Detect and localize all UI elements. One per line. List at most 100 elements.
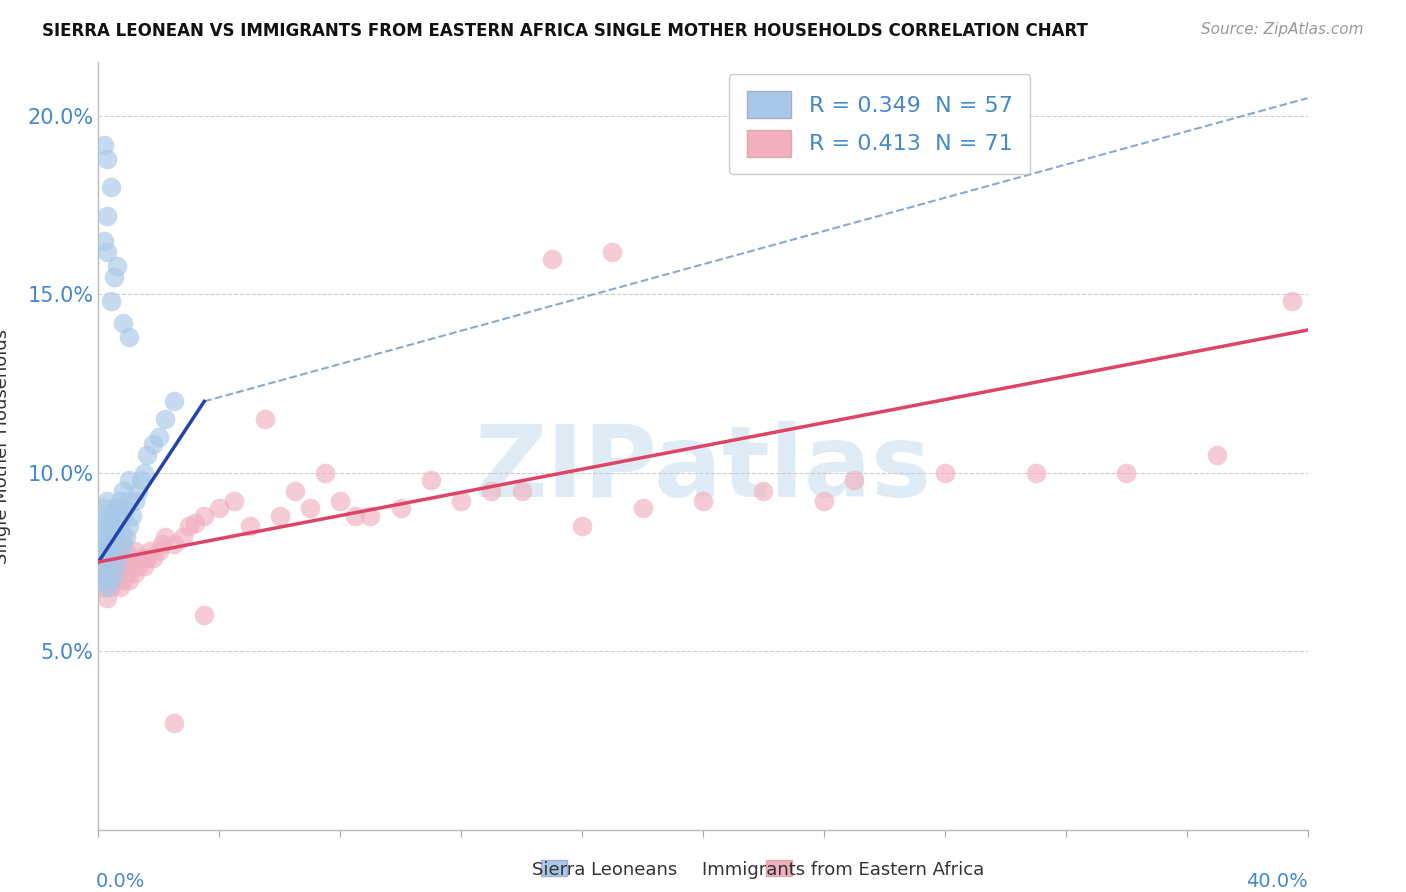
Point <box>108 555 131 569</box>
Point <box>153 530 176 544</box>
Point <box>93 573 115 587</box>
Point <box>142 551 165 566</box>
Point <box>114 544 136 558</box>
Point <box>103 519 125 533</box>
Point <box>148 544 170 558</box>
Point <box>108 519 131 533</box>
Point <box>184 516 207 530</box>
Point <box>93 530 115 544</box>
Point <box>314 466 336 480</box>
Point <box>103 530 125 544</box>
Point <box>631 501 654 516</box>
Point <box>118 494 141 508</box>
Point <box>118 519 141 533</box>
Point <box>90 537 112 551</box>
Point <box>540 252 562 266</box>
Point <box>118 330 141 344</box>
Point <box>208 501 231 516</box>
Text: 0.0%: 0.0% <box>96 872 145 891</box>
Point <box>481 483 503 498</box>
Point <box>103 537 125 551</box>
Point <box>129 473 152 487</box>
Point <box>108 580 131 594</box>
Point <box>269 508 291 523</box>
Point <box>96 209 118 223</box>
Point <box>253 412 276 426</box>
Point <box>118 573 141 587</box>
Point <box>132 466 155 480</box>
Point <box>284 483 307 498</box>
Point <box>96 244 118 259</box>
Point <box>329 494 352 508</box>
Point <box>100 558 122 573</box>
Point <box>224 494 246 508</box>
Point <box>100 508 122 523</box>
Point <box>124 544 146 558</box>
Point <box>148 430 170 444</box>
Point <box>105 544 128 558</box>
Point <box>193 608 215 623</box>
Legend: R = 0.349  N = 57, R = 0.413  N = 71: R = 0.349 N = 57, R = 0.413 N = 71 <box>728 73 1031 175</box>
Point <box>93 137 115 152</box>
Point <box>121 508 143 523</box>
Point <box>105 501 128 516</box>
Y-axis label: Single Mother Households: Single Mother Households <box>0 328 11 564</box>
Point <box>96 537 118 551</box>
Point <box>93 544 115 558</box>
Point <box>111 573 134 587</box>
Point <box>150 537 173 551</box>
Point <box>100 537 122 551</box>
Point <box>239 519 262 533</box>
Point <box>103 269 125 284</box>
Point <box>193 508 215 523</box>
Point <box>103 551 125 566</box>
Point <box>90 519 112 533</box>
Point <box>1115 466 1137 480</box>
Point <box>692 494 714 508</box>
Point <box>813 494 835 508</box>
Text: ZIPatlas: ZIPatlas <box>475 420 931 517</box>
Point <box>163 537 186 551</box>
Point <box>111 316 134 330</box>
Point <box>103 566 125 580</box>
Point <box>360 508 382 523</box>
Point <box>129 551 152 566</box>
Point <box>344 508 367 523</box>
Point <box>96 544 118 558</box>
Text: Immigrants from Eastern Africa: Immigrants from Eastern Africa <box>703 861 984 879</box>
Point <box>844 473 866 487</box>
Point <box>96 566 118 580</box>
Point <box>163 715 186 730</box>
Point <box>100 180 122 194</box>
Point <box>1206 448 1229 462</box>
Point <box>420 473 443 487</box>
Point <box>1024 466 1046 480</box>
Point <box>93 555 115 569</box>
Point <box>118 473 141 487</box>
Point <box>108 494 131 508</box>
Point <box>93 508 115 523</box>
Point <box>105 555 128 569</box>
Point <box>135 448 157 462</box>
Point <box>103 573 125 587</box>
Point <box>93 234 115 248</box>
Point <box>100 580 122 594</box>
Point <box>96 580 118 594</box>
Point <box>105 530 128 544</box>
Point <box>127 558 149 573</box>
Text: SIERRA LEONEAN VS IMMIGRANTS FROM EASTERN AFRICA SINGLE MOTHER HOUSEHOLDS CORREL: SIERRA LEONEAN VS IMMIGRANTS FROM EASTER… <box>42 22 1088 40</box>
Point <box>153 412 176 426</box>
Point <box>90 573 112 587</box>
Point <box>118 551 141 566</box>
Point <box>132 558 155 573</box>
Point <box>96 519 118 533</box>
Point <box>111 508 134 523</box>
Point <box>163 394 186 409</box>
Point <box>114 530 136 544</box>
Point <box>100 544 122 558</box>
Point <box>135 551 157 566</box>
Point <box>389 501 412 516</box>
Point <box>93 501 115 516</box>
Point <box>142 437 165 451</box>
Point <box>1281 294 1303 309</box>
